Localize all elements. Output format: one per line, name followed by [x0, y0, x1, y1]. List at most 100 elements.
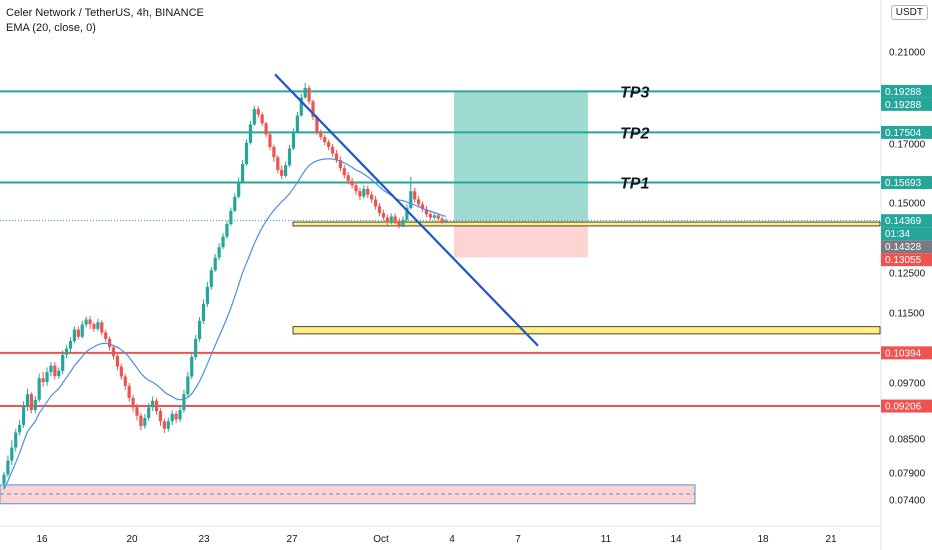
x-tick-label: 4 [449, 534, 455, 545]
price-badge [881, 125, 932, 139]
trendline[interactable] [274, 73, 539, 347]
candle-body [213, 257, 217, 271]
candle-body [272, 146, 276, 158]
candle-body [385, 217, 389, 223]
ema-path [3, 158, 447, 490]
price-badge-text: 0.10394 [885, 348, 922, 359]
candle-body [284, 165, 288, 176]
candle-body [248, 124, 253, 143]
price-axis[interactable]: 0.21000 0.17000 0.15000 0.12500 0.11500 0.097… [880, 0, 932, 550]
candle-body [154, 400, 159, 411]
indicator-label[interactable]: EMA (20, close, 0) [6, 22, 96, 34]
candle-body [342, 168, 346, 176]
x-tick-label: Oct [373, 534, 389, 545]
candle-body [330, 146, 335, 154]
candle-body [409, 191, 413, 209]
candle-body [158, 411, 163, 422]
price-badge [881, 399, 932, 413]
candle-body [299, 97, 303, 116]
candle-body [151, 400, 155, 408]
x-tick-label: 21 [825, 534, 837, 545]
candle-body [366, 188, 370, 195]
candle-body [303, 87, 307, 98]
symbol-title: Celer Network / TetherUS, 4h, BINANCE [6, 7, 204, 19]
candle-body [424, 209, 429, 215]
candle-body [217, 247, 221, 258]
candle-body [276, 157, 280, 170]
candle-body [354, 185, 358, 192]
currency-button[interactable]: USDT [890, 5, 928, 20]
candle-body [127, 385, 131, 398]
candle-body [37, 378, 41, 400]
candle-body [143, 418, 147, 426]
candle-body [88, 319, 92, 325]
candle-body [315, 116, 319, 133]
candle-body [338, 159, 342, 169]
candle-body [18, 425, 22, 433]
support-zone[interactable] [292, 221, 881, 227]
y-tick-label: 0.11500 [889, 309, 925, 320]
candle-body [2, 474, 6, 484]
price-badge [881, 253, 932, 267]
candle-body [401, 219, 405, 226]
candle-body [139, 415, 143, 426]
price-badge-text: 0.14369 [885, 216, 922, 227]
candle-body [21, 406, 26, 425]
candle-body [252, 109, 256, 125]
candle-body [33, 399, 37, 411]
x-tick-label: 16 [36, 534, 48, 545]
candle-body [197, 320, 202, 339]
candle-body [397, 220, 401, 226]
candle-body [205, 287, 209, 304]
candle-body [370, 194, 374, 200]
candle-body [436, 215, 440, 219]
candle-body [428, 214, 432, 218]
candle-body [57, 370, 61, 377]
candle-body [84, 319, 88, 325]
candle-body [346, 175, 350, 181]
candle-body [29, 394, 33, 411]
candle-body [72, 329, 77, 342]
candle-body [444, 220, 448, 223]
price-badge [881, 97, 932, 111]
x-tick-label: 20 [126, 534, 138, 545]
candle-body [68, 341, 73, 349]
horizontal-levels[interactable] [0, 90, 880, 408]
y-tick-label: 0.08500 [889, 435, 926, 446]
candle-body [393, 216, 397, 221]
candle-body [358, 191, 362, 197]
candle-body [162, 421, 166, 429]
y-tick-label: 0.17000 [889, 140, 926, 151]
x-tick-label: 27 [286, 534, 298, 545]
tp-label: TP3 [620, 84, 649, 101]
x-tick-label: 23 [198, 534, 210, 545]
candle-body [405, 208, 409, 220]
time-axis[interactable]: 16 20 23 27 Oct 4 7 11 14 18 21 [0, 525, 881, 545]
candle-body [166, 421, 170, 429]
candle-body [170, 413, 174, 422]
candle-body [186, 376, 190, 395]
candle-body [417, 199, 421, 205]
candle-body [225, 224, 229, 237]
resistance-trendline[interactable] [274, 73, 539, 347]
price-badge [881, 214, 932, 228]
candle-body [323, 137, 327, 143]
candle-body [41, 378, 45, 383]
candle-body [53, 365, 57, 377]
candle-body [92, 324, 96, 329]
candle-body [111, 347, 116, 357]
candle-body [307, 87, 311, 102]
candle-body [432, 215, 436, 218]
candle-body [287, 148, 292, 166]
price-badge-text: 0.19288 [885, 100, 922, 111]
candle-body [25, 394, 30, 407]
price-badge-text: 0.19288 [885, 87, 922, 98]
support-zone[interactable] [292, 326, 881, 335]
ema-line [3, 158, 447, 490]
candle-body [295, 115, 299, 133]
price-badge-text: 0.13055 [885, 255, 922, 266]
candle-body [280, 169, 284, 176]
candle-body [413, 191, 417, 200]
x-tick-label: 18 [757, 534, 769, 545]
